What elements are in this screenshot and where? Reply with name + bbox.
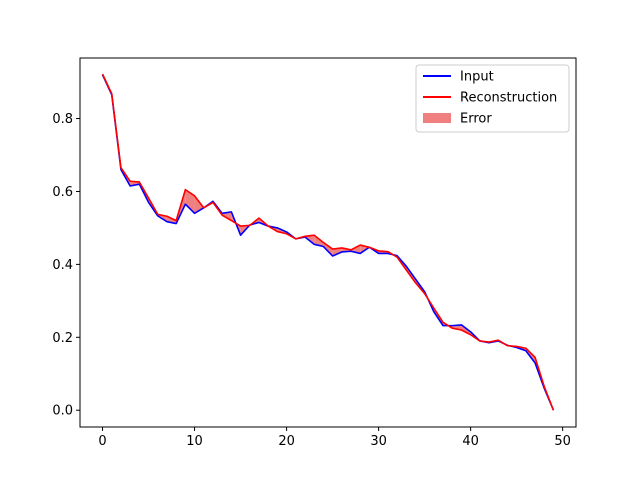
legend-box [415,64,570,133]
legend-reconstruction-label: Reconstruction [460,91,557,106]
error-fill-segment [185,189,195,214]
legend-input-label: Input [460,70,494,85]
x-tick-label: 40 [462,434,479,449]
axes-layer: 0 10 20 30 40 50 0.0 0.2 0.4 0.6 0.8 [52,112,571,449]
legend-error-swatch [423,113,451,123]
plot-frame [79,57,577,428]
x-tick-label: 10 [186,434,203,449]
plot-layer [101,73,555,411]
y-tick-label: 0.2 [52,331,73,346]
y-tick-label: 0.0 [52,404,73,419]
legend-error-label: Error [460,112,492,127]
legend: Input Reconstruction Error [415,64,570,133]
x-tick-label: 30 [370,434,387,449]
x-tick-label: 0 [98,434,106,449]
reconstruction-line [101,73,555,411]
x-tick-label: 50 [554,434,571,449]
y-tick-label: 0.4 [52,258,73,273]
error-fill-segment [332,247,342,256]
y-tick-label: 0.6 [52,185,73,200]
y-tick-label: 0.8 [52,112,73,127]
x-tick-label: 20 [278,434,295,449]
